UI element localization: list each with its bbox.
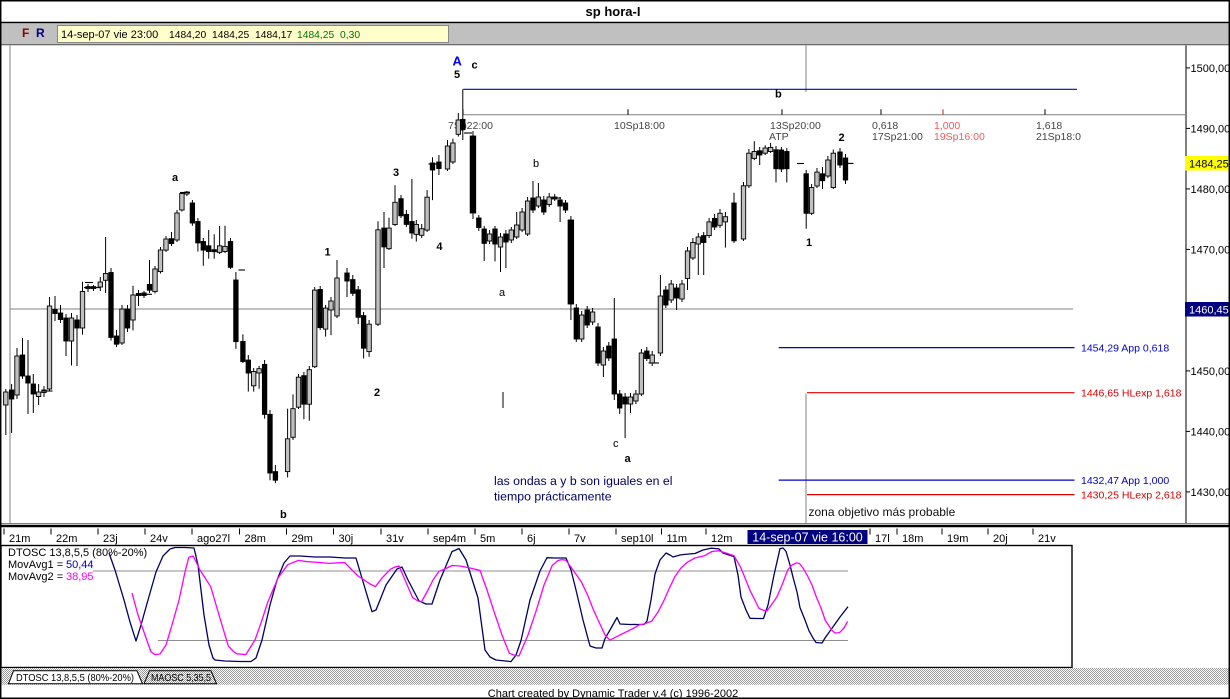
svg-text:21v: 21v — [1038, 533, 1056, 545]
svg-text:1: 1 — [325, 247, 331, 259]
svg-text:19Sp16:00: 19Sp16:00 — [934, 131, 985, 143]
svg-text:0,30: 0,30 — [340, 30, 360, 41]
svg-text:11m: 11m — [667, 533, 688, 545]
svg-text:F: F — [22, 26, 29, 40]
svg-text:1484,25: 1484,25 — [297, 30, 334, 41]
svg-text:7v: 7v — [574, 533, 586, 545]
svg-text:50,44: 50,44 — [66, 559, 94, 571]
svg-text:2: 2 — [374, 387, 380, 399]
svg-text:6j: 6j — [527, 533, 536, 545]
svg-text:0,618: 0,618 — [872, 120, 898, 132]
svg-text:14-sep-07 vie 23:00: 14-sep-07 vie 23:00 — [61, 29, 158, 41]
svg-text:a: a — [172, 172, 179, 184]
svg-text:21Sp18:0: 21Sp18:0 — [1036, 131, 1081, 143]
svg-text:14-sep-07 vie 16:00: 14-sep-07 vie 16:00 — [752, 531, 863, 545]
svg-text:tiempo prácticamente: tiempo prácticamente — [494, 490, 612, 504]
svg-text:1432,47 App 1,000: 1432,47 App 1,000 — [1081, 475, 1169, 487]
svg-text:zona objetivo más probable: zona objetivo más probable — [809, 505, 956, 519]
svg-text:1484,20: 1484,20 — [169, 30, 206, 41]
svg-text:1484,25: 1484,25 — [212, 30, 249, 41]
svg-text:30j: 30j — [339, 533, 354, 545]
svg-text:1484,25: 1484,25 — [1189, 159, 1229, 171]
svg-text:24v: 24v — [150, 533, 168, 545]
svg-text:ATP: ATP — [769, 131, 789, 143]
svg-text:a: a — [625, 453, 632, 465]
svg-text:MovAvg2 =: MovAvg2 = — [8, 571, 63, 583]
svg-text:1450,00: 1450,00 — [1191, 366, 1230, 378]
svg-text:c: c — [472, 60, 478, 72]
svg-text:R: R — [36, 26, 45, 40]
svg-text:28m: 28m — [245, 533, 266, 545]
svg-text:13Sp20:00: 13Sp20:00 — [770, 120, 821, 132]
svg-text:1,618: 1,618 — [1036, 120, 1062, 132]
svg-text:20j: 20j — [993, 533, 1008, 545]
svg-text:sp hora-I: sp hora-I — [586, 4, 641, 19]
svg-text:1470,00: 1470,00 — [1191, 244, 1230, 256]
svg-text:DTOSC 13,8,5,5 (80%-20%): DTOSC 13,8,5,5 (80%-20%) — [8, 547, 147, 559]
svg-text:22m: 22m — [56, 533, 77, 545]
svg-text:2: 2 — [839, 132, 845, 144]
svg-text:5m: 5m — [480, 533, 495, 545]
svg-text:29m: 29m — [292, 533, 313, 545]
svg-text:sep4m: sep4m — [433, 533, 466, 545]
svg-text:b: b — [533, 158, 539, 170]
svg-text:4: 4 — [436, 241, 443, 253]
svg-text:b: b — [775, 89, 782, 101]
svg-text:17Sp21:00: 17Sp21:00 — [872, 131, 923, 143]
svg-text:23j: 23j — [103, 533, 118, 545]
svg-text:1430,00: 1430,00 — [1191, 487, 1230, 499]
svg-text:1454,29 App 0,618: 1454,29 App 0,618 — [1081, 343, 1169, 355]
svg-text:1440,00: 1440,00 — [1191, 426, 1230, 438]
svg-text:38,95: 38,95 — [66, 571, 94, 583]
svg-text:31v: 31v — [386, 533, 404, 545]
svg-text:1500,00: 1500,00 — [1191, 63, 1230, 75]
svg-text:1490,00: 1490,00 — [1191, 123, 1230, 135]
svg-text:1,000: 1,000 — [934, 120, 960, 132]
svg-text:19m: 19m — [947, 533, 968, 545]
svg-text:a: a — [499, 287, 506, 299]
svg-text:sep10l: sep10l — [621, 533, 653, 545]
svg-text:MovAvg1 =: MovAvg1 = — [8, 559, 63, 571]
svg-text:ago27l: ago27l — [197, 533, 230, 545]
svg-text:7Sp22:00: 7Sp22:00 — [448, 120, 493, 132]
svg-text:18m: 18m — [902, 533, 923, 545]
svg-text:21m: 21m — [9, 533, 30, 545]
svg-text:1: 1 — [806, 237, 812, 249]
svg-text:1484,17: 1484,17 — [255, 30, 292, 41]
svg-text:5: 5 — [454, 69, 460, 81]
svg-text:10Sp18:00: 10Sp18:00 — [614, 120, 665, 132]
svg-text:c: c — [613, 438, 619, 450]
svg-text:Chart created by Dynamic Trade: Chart created by Dynamic Trader v.4 (c) … — [488, 688, 738, 699]
svg-text:DTOSC 13,8,5,5 (80%-20%): DTOSC 13,8,5,5 (80%-20%) — [16, 672, 134, 684]
svg-text:1460,45: 1460,45 — [1189, 305, 1229, 317]
svg-text:3: 3 — [393, 167, 399, 179]
svg-text:las ondas a y b son iguales en: las ondas a y b son iguales en el — [494, 474, 672, 488]
svg-text:b: b — [280, 509, 287, 521]
svg-text:MAOSC 5,35,5: MAOSC 5,35,5 — [151, 672, 211, 684]
svg-text:17l: 17l — [875, 533, 890, 545]
svg-text:12m: 12m — [711, 533, 732, 545]
svg-text:A: A — [453, 54, 463, 69]
svg-text:1480,00: 1480,00 — [1191, 184, 1230, 196]
svg-text:1430,25 HLexp 2,618: 1430,25 HLexp 2,618 — [1081, 490, 1182, 502]
svg-text:1446,65 HLexp 1,618: 1446,65 HLexp 1,618 — [1081, 388, 1182, 400]
